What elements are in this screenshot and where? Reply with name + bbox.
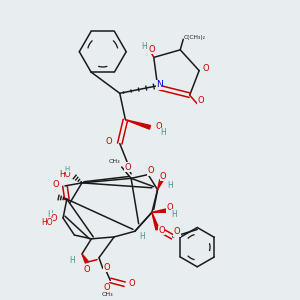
Text: H: H	[142, 42, 147, 51]
Text: H: H	[160, 128, 166, 137]
Text: O: O	[148, 45, 155, 54]
Text: O: O	[103, 284, 110, 292]
Polygon shape	[152, 212, 159, 230]
Text: HO: HO	[59, 170, 70, 179]
Text: O: O	[174, 227, 181, 236]
Polygon shape	[125, 120, 151, 129]
Text: O: O	[198, 96, 204, 105]
Text: H: H	[140, 232, 145, 242]
Text: O: O	[106, 137, 112, 146]
Text: C(CH₃)₂: C(CH₃)₂	[184, 35, 206, 40]
Text: O: O	[84, 265, 90, 274]
Text: O: O	[202, 64, 209, 73]
Text: O: O	[52, 179, 59, 188]
Text: O: O	[148, 166, 154, 175]
Text: O: O	[124, 163, 130, 172]
Polygon shape	[158, 180, 163, 190]
Text: CH₃: CH₃	[108, 159, 120, 164]
Text: H: H	[167, 182, 172, 190]
Text: O: O	[155, 122, 162, 131]
Text: H: H	[64, 166, 70, 172]
Text: O: O	[50, 214, 57, 223]
Text: O: O	[167, 203, 173, 212]
Text: O: O	[103, 263, 110, 272]
Text: H: H	[47, 210, 53, 219]
Polygon shape	[152, 208, 168, 212]
Text: H: H	[70, 256, 75, 265]
Text: O: O	[160, 172, 166, 181]
Text: HO: HO	[41, 218, 52, 227]
Text: H: H	[172, 210, 177, 219]
Text: O: O	[129, 279, 136, 288]
Polygon shape	[82, 254, 88, 263]
Text: O: O	[158, 226, 165, 235]
Text: N: N	[156, 80, 163, 89]
Text: CH₃: CH₃	[101, 292, 113, 297]
